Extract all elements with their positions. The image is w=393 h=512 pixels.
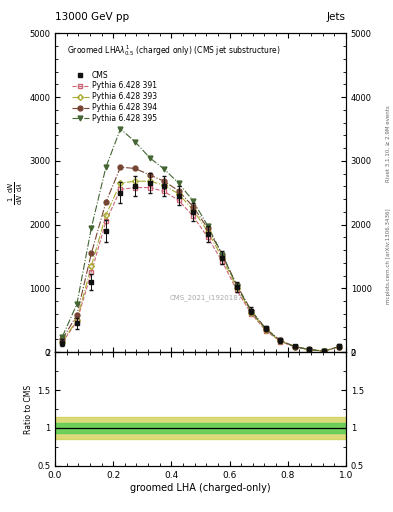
X-axis label: groomed LHA (charged-only): groomed LHA (charged-only): [130, 482, 271, 493]
Y-axis label: Ratio to CMS: Ratio to CMS: [24, 385, 33, 434]
Text: Jets: Jets: [327, 11, 346, 22]
Text: Groomed LHA$\lambda^{1}_{0.5}$ (charged only) (CMS jet substructure): Groomed LHA$\lambda^{1}_{0.5}$ (charged …: [67, 43, 281, 58]
Text: CMS_2021_I1920187: CMS_2021_I1920187: [170, 294, 243, 301]
Text: Rivet 3.1.10, ≥ 2.9M events: Rivet 3.1.10, ≥ 2.9M events: [386, 105, 391, 182]
Y-axis label: $\frac{1}{\mathrm{d}N}\,\frac{\mathrm{d}N}{\mathrm{d}\lambda}$: $\frac{1}{\mathrm{d}N}\,\frac{\mathrm{d}…: [7, 181, 25, 204]
Text: 13000 GeV pp: 13000 GeV pp: [55, 11, 129, 22]
Legend: CMS, Pythia 6.428 391, Pythia 6.428 393, Pythia 6.428 394, Pythia 6.428 395: CMS, Pythia 6.428 391, Pythia 6.428 393,…: [70, 69, 158, 125]
Text: mcplots.cern.ch [arXiv:1306.3436]: mcplots.cern.ch [arXiv:1306.3436]: [386, 208, 391, 304]
